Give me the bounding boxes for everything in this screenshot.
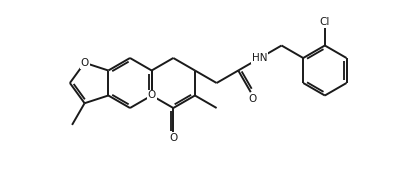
Text: O: O: [248, 94, 256, 104]
Text: O: O: [80, 58, 88, 68]
Text: O: O: [147, 90, 155, 101]
Text: Cl: Cl: [319, 17, 329, 27]
Text: O: O: [169, 133, 177, 143]
Text: HN: HN: [252, 53, 267, 63]
